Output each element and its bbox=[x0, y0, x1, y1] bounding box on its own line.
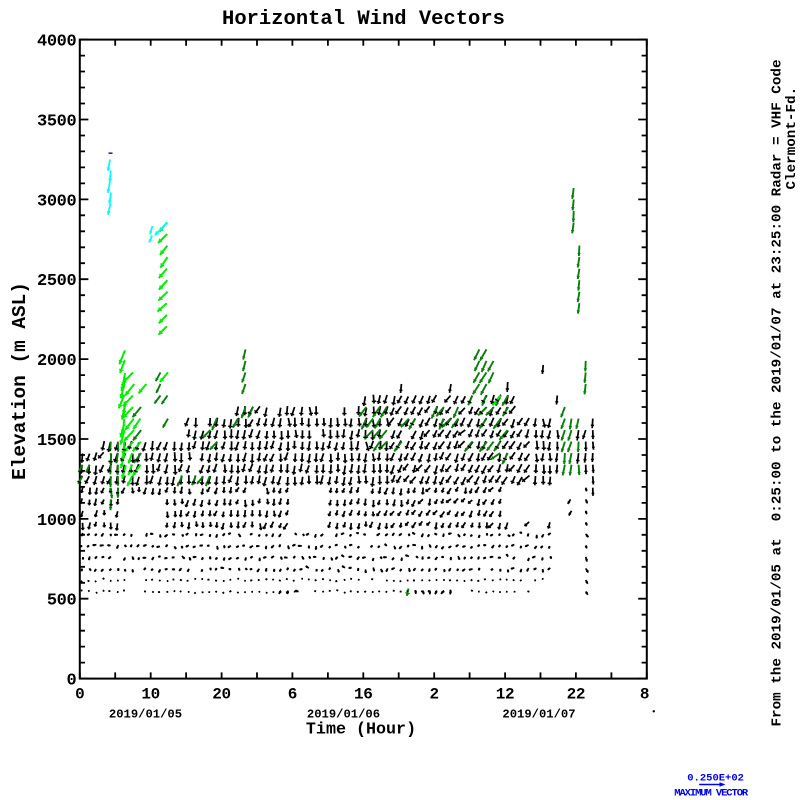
svg-text:MAXIMUM VECTOR: MAXIMUM VECTOR bbox=[674, 788, 749, 800]
svg-text:1000: 1000 bbox=[37, 512, 77, 531]
svg-text:Horizontal Wind Vectors: Horizontal Wind Vectors bbox=[222, 8, 505, 31]
svg-text:0: 0 bbox=[75, 686, 84, 704]
svg-text:22: 22 bbox=[567, 686, 586, 704]
svg-text:2500: 2500 bbox=[37, 272, 77, 291]
svg-text:Time (Hour): Time (Hour) bbox=[306, 721, 416, 740]
svg-text:4000: 4000 bbox=[37, 33, 77, 52]
svg-text:From the 2019/01/05 at 0:25:0: From the 2019/01/05 at 0:25:00 to the 20… bbox=[770, 59, 786, 726]
svg-text:3500: 3500 bbox=[37, 112, 77, 131]
svg-text:2019/01/05: 2019/01/05 bbox=[109, 708, 182, 722]
svg-text:2019/01/06: 2019/01/06 bbox=[307, 708, 380, 722]
svg-text:Clermont-Fd.: Clermont-Fd. bbox=[784, 87, 800, 190]
svg-text:Elevation (m ASL): Elevation (m ASL) bbox=[9, 282, 31, 480]
svg-text:2000: 2000 bbox=[37, 352, 77, 371]
svg-text:3000: 3000 bbox=[37, 192, 77, 211]
svg-text:20: 20 bbox=[212, 686, 231, 704]
svg-text:2019/01/07: 2019/01/07 bbox=[502, 708, 575, 722]
svg-text:10: 10 bbox=[141, 686, 160, 704]
svg-text:6: 6 bbox=[288, 686, 297, 704]
svg-text:8: 8 bbox=[640, 686, 649, 704]
svg-text:1500: 1500 bbox=[37, 432, 77, 451]
svg-text:16: 16 bbox=[354, 686, 373, 704]
svg-text:500: 500 bbox=[47, 592, 77, 611]
svg-text:0.250E+02: 0.250E+02 bbox=[687, 773, 744, 785]
svg-text:2: 2 bbox=[430, 686, 439, 704]
svg-text:12: 12 bbox=[496, 686, 515, 704]
svg-text:0: 0 bbox=[67, 672, 77, 691]
